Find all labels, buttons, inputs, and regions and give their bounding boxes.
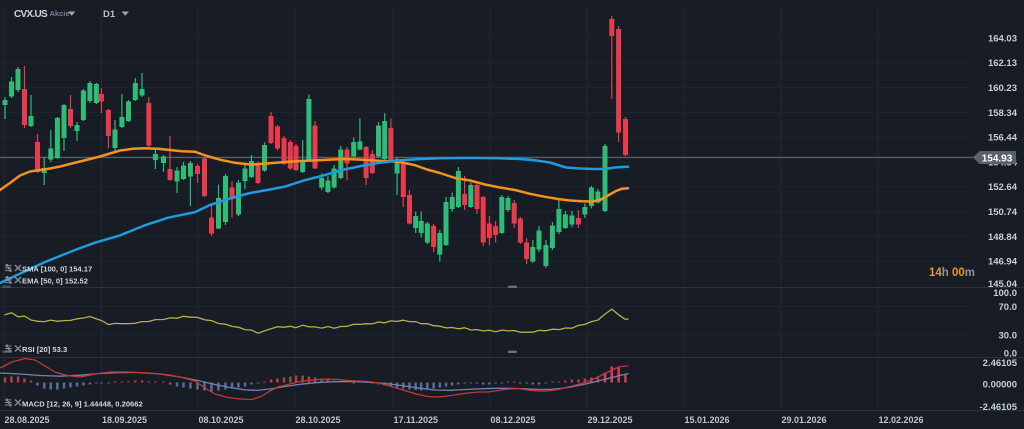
svg-text:29.12.2025: 29.12.2025 <box>588 415 633 425</box>
svg-text:29.01.2026: 29.01.2026 <box>782 415 827 425</box>
svg-text:RSI [20] 53.3: RSI [20] 53.3 <box>22 345 67 354</box>
svg-text:164.03: 164.03 <box>988 33 1017 44</box>
svg-text:MACD [12, 26, 9] 1.44448, 0.2: MACD [12, 26, 9] 1.44448, 0.20662 <box>22 400 143 409</box>
svg-text:14h 00m: 14h 00m <box>929 267 975 279</box>
svg-text:18.09.2025: 18.09.2025 <box>102 415 147 425</box>
svg-text:CVX.US: CVX.US <box>14 9 48 20</box>
svg-text:12.02.2026: 12.02.2026 <box>879 415 924 425</box>
svg-text:08.10.2025: 08.10.2025 <box>199 415 244 425</box>
svg-text:15.01.2026: 15.01.2026 <box>685 415 730 425</box>
svg-text:160.23: 160.23 <box>988 83 1017 94</box>
svg-text:-2.46105: -2.46105 <box>979 402 1017 413</box>
svg-text:156.44: 156.44 <box>988 133 1018 144</box>
svg-text:152.64: 152.64 <box>988 182 1018 193</box>
svg-text:SMA [100, 0] 154.17: SMA [100, 0] 154.17 <box>22 265 92 274</box>
svg-text:70.0: 70.0 <box>999 302 1018 313</box>
svg-text:162.13: 162.13 <box>988 58 1017 69</box>
svg-text:2.46105: 2.46105 <box>983 358 1018 369</box>
svg-text:0.00000: 0.00000 <box>983 380 1017 391</box>
svg-text:28.10.2025: 28.10.2025 <box>296 415 341 425</box>
svg-text:17.11.2025: 17.11.2025 <box>394 415 439 425</box>
svg-text:158.34: 158.34 <box>988 108 1018 119</box>
svg-text:28.08.2025: 28.08.2025 <box>5 415 50 425</box>
svg-text:0.0: 0.0 <box>1004 349 1017 360</box>
svg-text:30.0: 30.0 <box>999 330 1018 341</box>
svg-text:148.84: 148.84 <box>988 232 1018 243</box>
svg-text:145.04: 145.04 <box>988 279 1018 290</box>
svg-text:EMA [50, 0] 152.52: EMA [50, 0] 152.52 <box>22 277 88 286</box>
svg-text:150.74: 150.74 <box>988 207 1018 218</box>
svg-text:08.12.2025: 08.12.2025 <box>491 415 536 425</box>
svg-text:D1: D1 <box>103 9 116 20</box>
svg-text:Akcie: Akcie <box>50 9 70 18</box>
svg-text:146.94: 146.94 <box>988 257 1018 268</box>
svg-text:154.93: 154.93 <box>982 153 1013 164</box>
svg-text:100.0: 100.0 <box>993 288 1017 299</box>
